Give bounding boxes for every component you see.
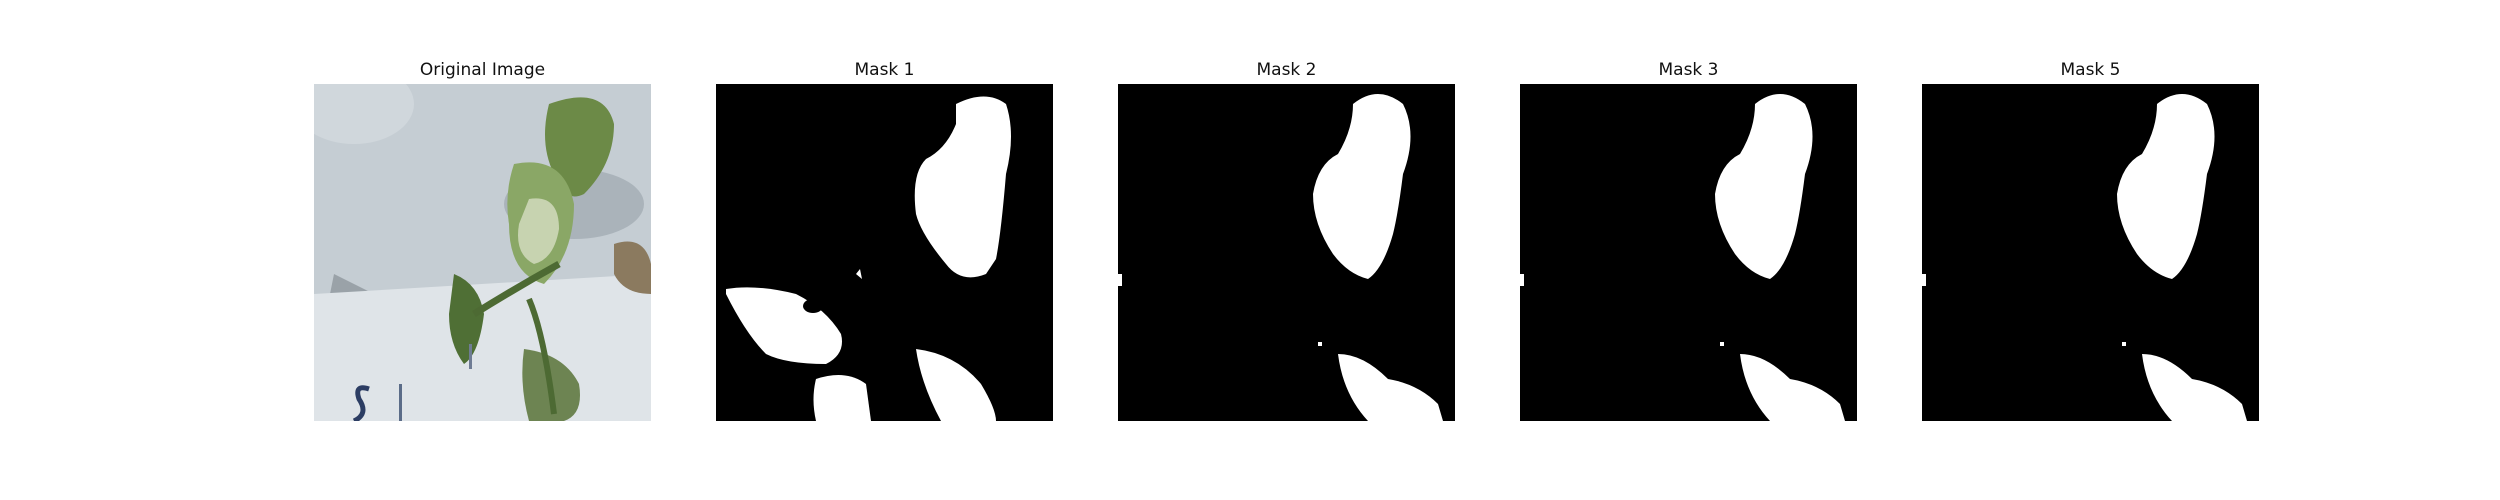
panel-mask-3: Mask 3: [1520, 60, 1857, 425]
mask-1: [716, 84, 1053, 421]
panel-mask-2: Mask 2: [1118, 60, 1455, 425]
panel-mask-1: Mask 1: [716, 60, 1053, 425]
plant-photo: [314, 84, 651, 421]
panel-title: Mask 3: [1658, 60, 1719, 80]
panel-title: Original Image: [419, 60, 546, 80]
panel-original-image: Original Image: [314, 60, 651, 425]
original-image: [314, 84, 651, 421]
mask-2-image: [1118, 84, 1455, 421]
panel-title: Mask 1: [854, 60, 915, 80]
mask-3-image: [1520, 84, 1857, 421]
mask-5: [1922, 84, 2259, 421]
panel-title: Mask 5: [2060, 60, 2121, 80]
mask-5-image: [1922, 84, 2259, 421]
mask-2: [1118, 84, 1455, 421]
mask-1-image: [716, 84, 1053, 421]
panel-title: Mask 2: [1256, 60, 1317, 80]
mask-3: [1520, 84, 1857, 421]
panel-mask-5: Mask 5: [1922, 60, 2259, 425]
